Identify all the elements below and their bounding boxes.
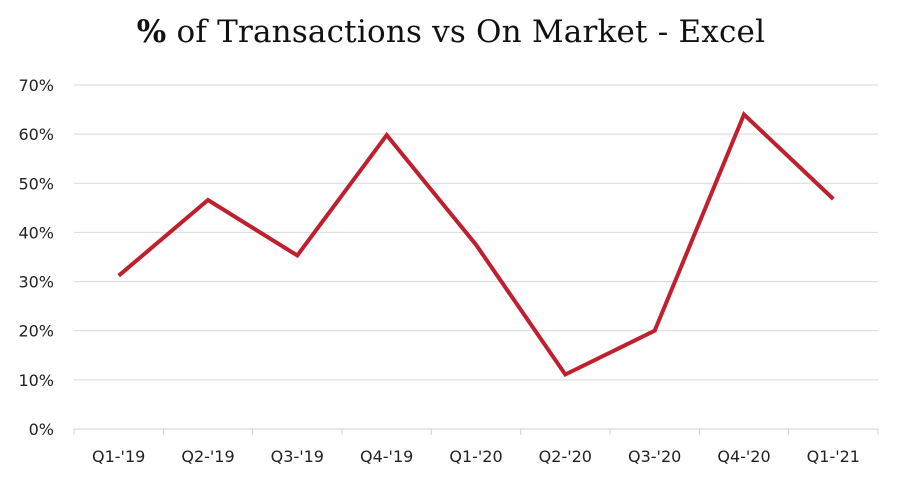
chart-title-prefix: % xyxy=(136,14,167,50)
x-tick-label: Q1-'21 xyxy=(807,447,860,466)
chart-title-rest: of Transactions vs On Market - Excel xyxy=(166,14,766,50)
y-tick-label: 20% xyxy=(18,322,54,341)
y-tick-label: 70% xyxy=(18,76,54,95)
gridlines xyxy=(74,84,878,381)
y-tick-label: 40% xyxy=(18,223,54,242)
x-axis: Q1-'19 Q2-'19 Q3-'19 Q4-'19 Q1-'20 Q2-'20 Q3-'… xyxy=(73,428,879,466)
x-tick-label: Q1-'20 xyxy=(449,447,502,466)
x-tick-label: Q1-'19 xyxy=(92,447,145,466)
y-tick-label: 0% xyxy=(29,420,54,439)
series-line xyxy=(117,111,835,378)
series-group xyxy=(117,111,835,378)
y-tick-label: 60% xyxy=(18,125,54,144)
x-tick-label: Q2-'19 xyxy=(181,447,234,466)
y-tick-label: 10% xyxy=(18,371,54,390)
x-tick-label: Q4-'20 xyxy=(717,447,770,466)
y-tick-label: 50% xyxy=(18,174,54,193)
x-tick-label: Q3-'20 xyxy=(628,447,681,466)
x-tick-label: Q3-'19 xyxy=(271,447,324,466)
x-tick-label: Q2-'20 xyxy=(539,447,592,466)
chart-title: % of Transactions vs On Market - Excel xyxy=(0,14,902,50)
x-tick-label: Q4-'19 xyxy=(360,447,413,466)
y-axis: 0% 10% 20% 30% 40% 50% 60% 70% xyxy=(18,76,54,439)
y-tick-label: 30% xyxy=(18,273,54,292)
